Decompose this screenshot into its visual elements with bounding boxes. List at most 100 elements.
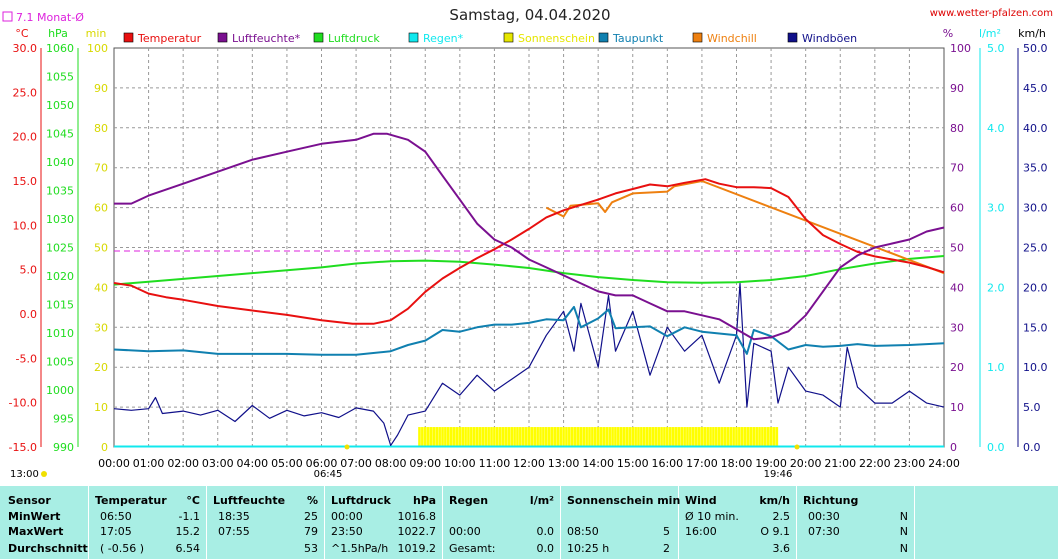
stats-dir-value: N [899, 525, 908, 538]
sunshine-bar [449, 427, 453, 447]
temp-unit: °C [15, 27, 29, 40]
x-tick-label: 11:00 [479, 457, 511, 470]
sunshine-bar [709, 427, 712, 447]
sunshine-bar [654, 427, 658, 447]
left-axes: 30.0 25.0 20.0 15.0 10.0 5.0 0.0 -5.0 -10.0 -15.0… [9, 27, 108, 454]
legend-swatch [408, 32, 419, 43]
sun-tick-label: 40 [94, 281, 108, 294]
x-tick-label: 07:00 [340, 457, 372, 470]
stats-header-hum: Luftfeuchte [213, 494, 286, 507]
x-tick-label: 12:00 [513, 457, 545, 470]
stats-header-sensor: Sensor [8, 494, 51, 507]
grid [113, 47, 945, 448]
stats-temp-time: 17:05 [100, 525, 132, 538]
chart-title: Samstag, 04.04.2020 [449, 6, 610, 24]
temp-tick-label: 25.0 [13, 86, 38, 99]
sunshine-bar [680, 427, 684, 447]
sunshine-bar [752, 427, 756, 447]
x-tick-label: 13:00 [548, 457, 580, 470]
sunshine-bar [608, 427, 611, 447]
stats-dir-value: N [899, 542, 908, 555]
legend-swatch [313, 32, 324, 43]
sunshine-bar [432, 427, 436, 447]
stats-sun-value: 2 [663, 542, 670, 555]
temp-tick-label: 10.0 [13, 219, 38, 232]
sunshine-bar [464, 427, 467, 447]
sunshine-bar [585, 427, 588, 447]
sunshine-bar [625, 427, 629, 447]
rain-unit: l/m² [979, 27, 1001, 40]
stats-row-label: MaxWert [8, 525, 64, 538]
stats-press-time: 23:50 [331, 525, 363, 538]
sunshine-bar [712, 427, 715, 447]
sun-tick-label: 90 [94, 82, 108, 95]
sunshine-bar [530, 427, 534, 447]
sunshine-bar [683, 427, 686, 447]
moon-icon [41, 471, 47, 477]
sunshine-bar [596, 427, 600, 447]
stats-press-value: 1019.2 [397, 542, 437, 555]
sunshine-bar [458, 427, 462, 447]
sunshine-bar [438, 427, 441, 447]
legend: Temperatur Luftfeuchte* Luftdruck Regen* Son… [123, 32, 857, 45]
sunshine-bar [446, 427, 450, 447]
sunshine-bar [637, 427, 640, 447]
wind-tick-label: 25.0 [1023, 242, 1048, 255]
sunshine-bar [717, 427, 721, 447]
sunshine-bar [617, 427, 620, 447]
sunshine-bar [740, 427, 744, 447]
sunshine-bar [582, 427, 586, 447]
temp-tick-label: 30.0 [13, 42, 38, 55]
x-tick-label: 00:00 [98, 457, 130, 470]
press-tick-label: 1045 [46, 128, 74, 141]
temp-tick-label: -15.0 [9, 441, 37, 454]
hum-tick-label: 100 [950, 42, 971, 55]
press-tick-label: 1035 [46, 185, 74, 198]
press-tick-label: 1055 [46, 71, 74, 84]
legend-label: Sonnenschein [518, 32, 595, 45]
sunshine-bar [570, 427, 574, 447]
sunshine-bar [519, 427, 522, 447]
series-line-temperatur [113, 178, 945, 325]
press-tick-label: 990 [53, 441, 74, 454]
sun-tick-label: 0 [101, 441, 108, 454]
sunshine-bar [539, 427, 542, 447]
sunshine-bar [666, 427, 669, 447]
rain-tick-label: 5.0 [987, 42, 1005, 55]
sunshine-bar [542, 427, 545, 447]
press-tick-label: 1050 [46, 99, 74, 112]
site-url[interactable]: www.wetter-pfalzen.com [930, 8, 1053, 19]
press-tick-label: 995 [53, 413, 74, 426]
x-tick-label: 08:00 [375, 457, 407, 470]
stats-header-temp: Temperatur [95, 494, 167, 507]
legend-swatch [503, 32, 514, 43]
press-tick-label: 1005 [46, 356, 74, 369]
sunshine-bar [640, 427, 643, 447]
sunshine-bar [504, 427, 508, 447]
sunshine-bar [602, 427, 606, 447]
stats-temp-value: 6.54 [175, 542, 201, 555]
sunshine-bar [423, 427, 427, 447]
sunshine-bar [444, 427, 447, 447]
rain-tick-label: 0.0 [987, 441, 1005, 454]
sunshine-bar [435, 427, 439, 447]
stats-rain-time: 00:00 [449, 525, 481, 538]
stats-header-temp-unit: °C [186, 494, 200, 507]
sunshine-bar [484, 427, 488, 447]
stats-row-label: MinWert [8, 510, 61, 523]
press-tick-label: 1025 [46, 242, 74, 255]
sunshine-bar [720, 427, 724, 447]
x-tick-label: 10:00 [444, 457, 476, 470]
wind-tick-label: 0.0 [1023, 441, 1041, 454]
wind-tick-label: 15.0 [1023, 321, 1048, 334]
sunshine-bar [700, 427, 704, 447]
stats-dir-time: 00:30 [808, 510, 840, 523]
sunshine-bar [689, 427, 692, 447]
x-tick-label: 02:00 [167, 457, 199, 470]
sunshine-bar [694, 427, 698, 447]
stats-divider [442, 486, 443, 559]
legend-label: Windchill [707, 32, 757, 45]
sunshine-bar [421, 427, 424, 447]
wind-tick-label: 5.0 [1023, 401, 1041, 414]
sunshine-bar [651, 427, 655, 447]
